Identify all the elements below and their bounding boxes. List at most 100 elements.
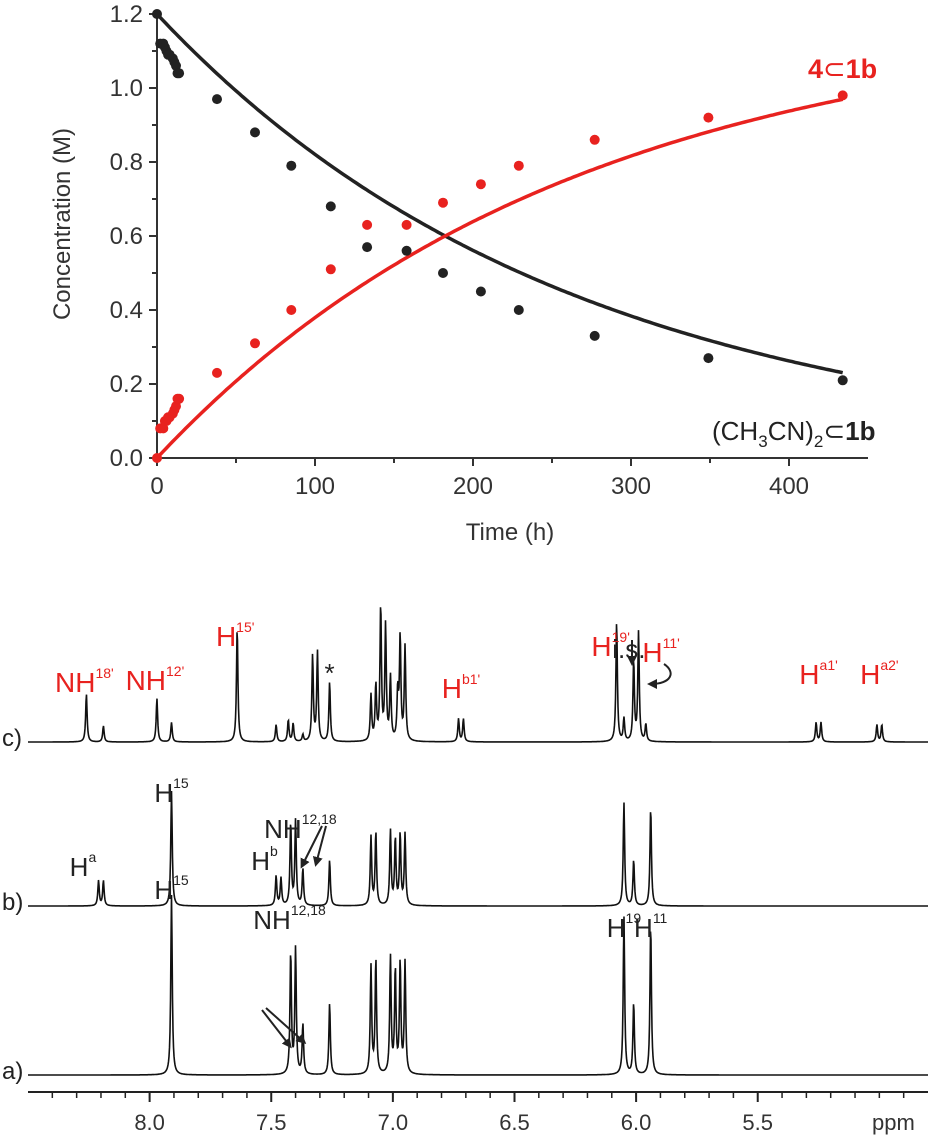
nmr-trace-b bbox=[28, 790, 928, 907]
series-label-complex-4: 4⊂1b bbox=[808, 54, 877, 84]
nmr-peak-label-sup: 15' bbox=[236, 619, 254, 635]
data-point-series-0 bbox=[589, 330, 600, 341]
nmr-peak-label-sup: 12,18 bbox=[291, 902, 326, 918]
series-label-complex-4-main: 4 bbox=[808, 54, 823, 84]
kinetics-x-tick-label: 200 bbox=[453, 473, 493, 500]
series-label-complex-4-sym: ⊂ bbox=[823, 54, 846, 84]
kinetics-y-tick-label: 0.8 bbox=[110, 149, 143, 176]
nmr-peak-label-sup: 18' bbox=[95, 665, 113, 681]
nmr-tick-label: 8.0 bbox=[134, 1110, 165, 1135]
nmr-peak-label-main: H bbox=[216, 621, 236, 652]
kinetics-axes bbox=[156, 14, 868, 459]
data-point-series-0 bbox=[438, 268, 448, 278]
nmr-peak-label: NH18' bbox=[55, 665, 114, 698]
nmr-peak-label: H15 bbox=[154, 775, 189, 808]
nmr-tick-label: 7.0 bbox=[378, 1110, 409, 1135]
nmr-peak-label-sup: a1' bbox=[820, 657, 838, 673]
data-point-series-1 bbox=[513, 160, 524, 171]
data-point-series-1 bbox=[286, 305, 297, 315]
nmr-peak-label-main: i.s. bbox=[612, 634, 645, 664]
series-label-acetonitrile-complex: (CH3CN)2⊂1b bbox=[712, 416, 876, 451]
kinetics-y-tick-label: 0.4 bbox=[110, 297, 143, 324]
kinetics-x-ticks: 0 100 200 300 400 bbox=[150, 458, 809, 500]
fit-curve-series-0 bbox=[155, 12, 844, 375]
nmr-peak-label: Hb bbox=[251, 843, 278, 876]
nmr-peak-label: Ha bbox=[70, 849, 97, 882]
nmr-peak-label-main: * bbox=[325, 658, 335, 688]
nmr-traces bbox=[28, 607, 928, 1076]
data-point-series-0 bbox=[212, 94, 222, 105]
nmr-peak-label-main: NH bbox=[264, 814, 302, 844]
nmr-peak-label: H15 bbox=[154, 872, 189, 905]
kinetics-fit-curves bbox=[155, 12, 844, 460]
nmr-peak-label: NH12,18 bbox=[264, 811, 337, 844]
nmr-peak-label-main: NH bbox=[55, 667, 95, 698]
kinetics-y-tick-label: 0.6 bbox=[110, 223, 143, 250]
kinetics-y-tick-label: 1.0 bbox=[110, 75, 143, 102]
h11-curved-arrow bbox=[647, 663, 672, 689]
data-point-series-0 bbox=[837, 375, 848, 386]
series-label-acn-mid: CN) bbox=[768, 416, 814, 446]
nmr-peak-label: i.s. bbox=[612, 634, 645, 664]
nmr-peak-label-main: H bbox=[634, 913, 653, 943]
data-point-series-1 bbox=[212, 367, 222, 378]
nmr-peak-label: H15' bbox=[216, 619, 254, 652]
nh-arrow-a-2 bbox=[265, 1007, 307, 1045]
nmr-peak-label-main: H bbox=[154, 875, 173, 905]
data-point-series-0 bbox=[703, 353, 714, 364]
nmr-peak-label-sup: 11' bbox=[663, 635, 680, 651]
nmr-peak-label-main: H bbox=[251, 846, 270, 876]
nmr-peak-label: Ha2' bbox=[860, 657, 898, 690]
kinetics-y-axis-label: Concentration (M) bbox=[49, 128, 76, 320]
kinetics-data-points bbox=[152, 9, 848, 463]
nmr-peak-label: H19' bbox=[591, 629, 629, 662]
nmr-peak-label-sup: 12' bbox=[166, 663, 184, 679]
nmr-peak-label-main: H bbox=[591, 631, 611, 662]
nmr-peak-label-main: H bbox=[607, 913, 626, 943]
nmr-peak-label: NH12,18 bbox=[253, 902, 326, 935]
nmr-peak-label-main: NH bbox=[126, 665, 166, 696]
data-point-series-1 bbox=[589, 134, 600, 145]
nmr-tick-label: 5.5 bbox=[742, 1110, 773, 1135]
data-point-series-0 bbox=[250, 127, 260, 138]
data-point-series-0 bbox=[513, 305, 524, 315]
series-label-acn-bold: 1b bbox=[845, 416, 875, 446]
data-point-series-1 bbox=[325, 264, 336, 275]
data-point-series-0 bbox=[362, 242, 373, 253]
data-point-series-1 bbox=[250, 338, 260, 349]
nmr-spectra-stack: c)NH18' NH12'H15'* Hb1'H19'i.s.H11'Ha1' Ha2… bbox=[2, 607, 928, 1135]
fit-curve-series-1 bbox=[155, 97, 844, 460]
nh-arrow-b-2 bbox=[312, 825, 327, 867]
kinetics-x-tick-label: 300 bbox=[611, 473, 651, 500]
data-point-series-1 bbox=[475, 179, 486, 190]
nmr-peak-label: * bbox=[325, 658, 335, 688]
kinetics-y-tick-label: 0.2 bbox=[110, 371, 143, 398]
nh-arrow-a-1 bbox=[261, 1009, 292, 1049]
nmr-peak-label-sup: 12,18 bbox=[302, 811, 337, 827]
data-point-series-0 bbox=[152, 9, 162, 19]
nmr-trace-label: c) bbox=[2, 725, 22, 752]
nmr-trace-label: b) bbox=[2, 889, 23, 916]
nmr-peak-label-main: H bbox=[154, 778, 173, 808]
data-point-series-1 bbox=[401, 219, 412, 230]
nmr-peak-label-sup: 11 bbox=[653, 910, 668, 926]
nmr-peak-label-sup: 19' bbox=[612, 629, 630, 645]
kinetics-x-axis-label: Time (h) bbox=[466, 519, 554, 546]
data-point-series-1 bbox=[837, 90, 848, 101]
nmr-peak-label-sup: 15 bbox=[173, 872, 189, 888]
nmr-peak-label: Hb1' bbox=[442, 671, 480, 704]
series-label-complex-4-bold: 1b bbox=[846, 54, 878, 84]
series-label-acn-sub1: 3 bbox=[758, 432, 767, 451]
nmr-tick-label: 7.5 bbox=[256, 1110, 287, 1135]
nmr-peak-label-main: H bbox=[799, 659, 819, 690]
nmr-trace-label: a) bbox=[2, 1058, 23, 1085]
kinetics-x-tick-label: 400 bbox=[769, 473, 809, 500]
nmr-peak-label-main: H bbox=[442, 673, 462, 704]
kinetics-x-tick-label: 0 bbox=[150, 473, 163, 500]
nmr-peak-label-sup: a bbox=[88, 849, 96, 865]
nmr-peak-label: H11 bbox=[634, 910, 668, 943]
nmr-ppm-ticks: 8.0 7.5 7.0 6.5 6.0 5.5 bbox=[51, 1092, 905, 1135]
nmr-peak-label: H11' bbox=[642, 635, 679, 668]
data-point-series-0 bbox=[475, 286, 486, 297]
